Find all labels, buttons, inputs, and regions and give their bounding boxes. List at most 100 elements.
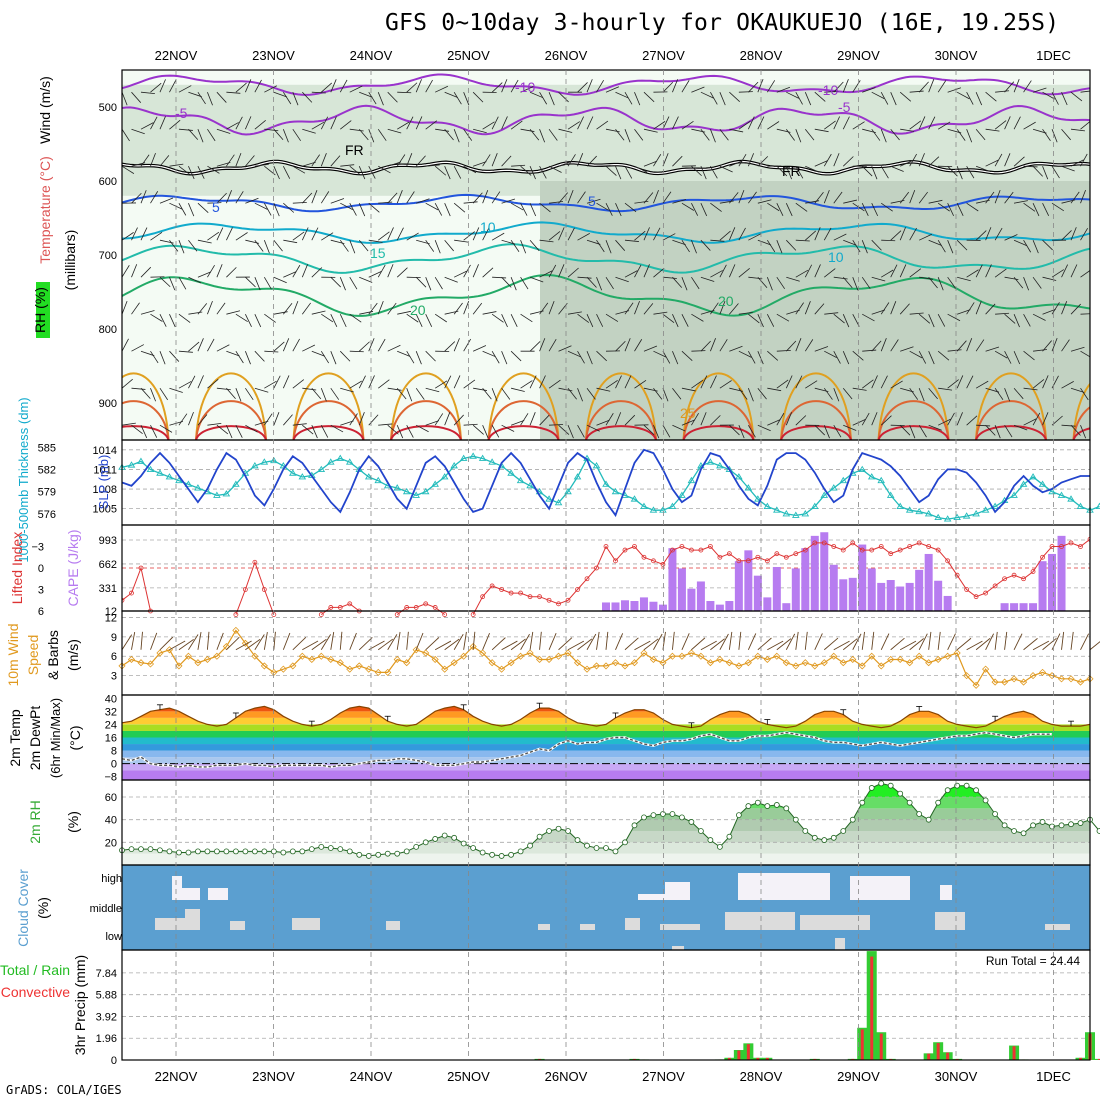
wind-barb	[511, 387, 525, 392]
rh2m-unit-title: (%)	[65, 811, 81, 833]
wind-barb	[624, 302, 634, 315]
wind-barb	[188, 239, 198, 252]
wind-speed-point	[630, 659, 639, 667]
thickness-point	[782, 510, 791, 517]
wind-barb	[463, 338, 472, 352]
cape-bar	[706, 601, 715, 611]
wind-barb	[1070, 424, 1081, 436]
thickness-point	[1057, 491, 1066, 498]
wind-barb	[814, 91, 826, 102]
wind-barb	[140, 154, 150, 167]
cape-bar	[611, 602, 620, 611]
thickness-point	[649, 506, 658, 513]
rh2m-point	[195, 848, 201, 855]
wind-barb	[226, 190, 232, 204]
rh2m-point	[337, 846, 344, 853]
wind-barb	[605, 276, 614, 290]
wind-barb	[178, 165, 191, 176]
wind-barb	[833, 81, 844, 93]
wind-barb	[1023, 277, 1030, 291]
cloud-level-label: middle	[90, 903, 122, 915]
wind-barb	[691, 203, 699, 216]
surface-wind-barb	[728, 631, 733, 650]
wind-barb	[785, 128, 795, 141]
wind-barb	[596, 202, 609, 211]
wind-barb	[159, 351, 166, 365]
wind-barb	[235, 350, 244, 364]
wind-barb	[1013, 276, 1024, 289]
wind-barb	[330, 79, 337, 93]
wind-barb	[899, 191, 910, 204]
rh2m-point	[840, 828, 847, 834]
thickness-point	[962, 512, 971, 519]
wind-barb	[653, 227, 661, 241]
lifted-index-point	[916, 540, 922, 546]
rh2m-point	[849, 816, 856, 823]
wind-barb	[862, 87, 876, 93]
rh2m-point	[821, 837, 828, 843]
temperature-band	[122, 770, 1090, 780]
temp-minmax-axis-title: (6hr Min/Max)	[48, 698, 63, 778]
rh2m-point	[963, 782, 970, 789]
wind-barb	[122, 422, 136, 426]
wind-barb	[814, 128, 829, 133]
wind-barb	[975, 128, 986, 141]
wind-barb	[767, 387, 782, 392]
surface-wind-barb	[776, 638, 792, 651]
surface-wind-barb	[985, 633, 995, 650]
surface-wind-barb	[131, 631, 136, 650]
rh2m-point	[176, 849, 182, 856]
wind-barb	[245, 387, 254, 401]
thickness-point	[905, 506, 914, 513]
lifted-index-point	[122, 597, 125, 603]
wind-barb	[444, 128, 454, 141]
temperature-band	[122, 730, 1090, 738]
rh2m-point	[1058, 822, 1065, 829]
rh2m-point	[536, 833, 543, 840]
wind-barb	[672, 424, 686, 432]
wind-barb	[320, 191, 330, 204]
wind-barb	[510, 314, 518, 327]
wind-barb	[681, 314, 689, 327]
temperature-fill	[122, 717, 1090, 725]
wind-speed-point	[1057, 675, 1066, 683]
wind-barb	[624, 270, 638, 278]
wind-barb	[463, 423, 478, 426]
cloud-patch	[580, 924, 595, 930]
lifted-index-point	[546, 597, 552, 603]
temp-tick: −8	[104, 772, 117, 784]
wind-barb	[539, 375, 546, 389]
thickness-point	[735, 473, 743, 480]
surface-wind-barb	[406, 631, 409, 650]
lifted-tick: 6	[38, 606, 44, 618]
wind-barb	[444, 276, 458, 283]
wind-barb	[766, 239, 776, 253]
cape-bar	[829, 564, 838, 611]
wind-barb	[1089, 277, 1090, 278]
wind-barb	[795, 375, 803, 389]
wind-barb	[1070, 191, 1080, 204]
wind-barb	[425, 79, 433, 93]
wind-barb	[159, 424, 173, 433]
lifted-index-point	[660, 562, 666, 567]
wind-barb	[1051, 129, 1058, 143]
credit-label: GrADS: COLA/IGES	[6, 1083, 122, 1097]
wind-barb	[226, 227, 233, 241]
precip-convective-bar	[727, 1057, 731, 1060]
wind-barb	[1013, 79, 1020, 93]
surface-wind-barb	[349, 632, 357, 650]
thickness-point	[317, 465, 326, 473]
wind-barb	[871, 239, 882, 251]
wind-barb	[282, 166, 291, 179]
wind-barb	[207, 128, 216, 142]
wind-barb	[757, 156, 769, 167]
wind-barb	[757, 239, 772, 246]
wind-speed-point	[146, 660, 155, 668]
wind-barb	[264, 350, 279, 353]
contour-label: -10	[515, 79, 535, 95]
wind-barb	[567, 387, 577, 400]
rh2m-point	[555, 825, 562, 832]
wind-barb	[814, 191, 824, 204]
wind-barb	[273, 341, 285, 352]
wind-barb	[738, 387, 748, 400]
